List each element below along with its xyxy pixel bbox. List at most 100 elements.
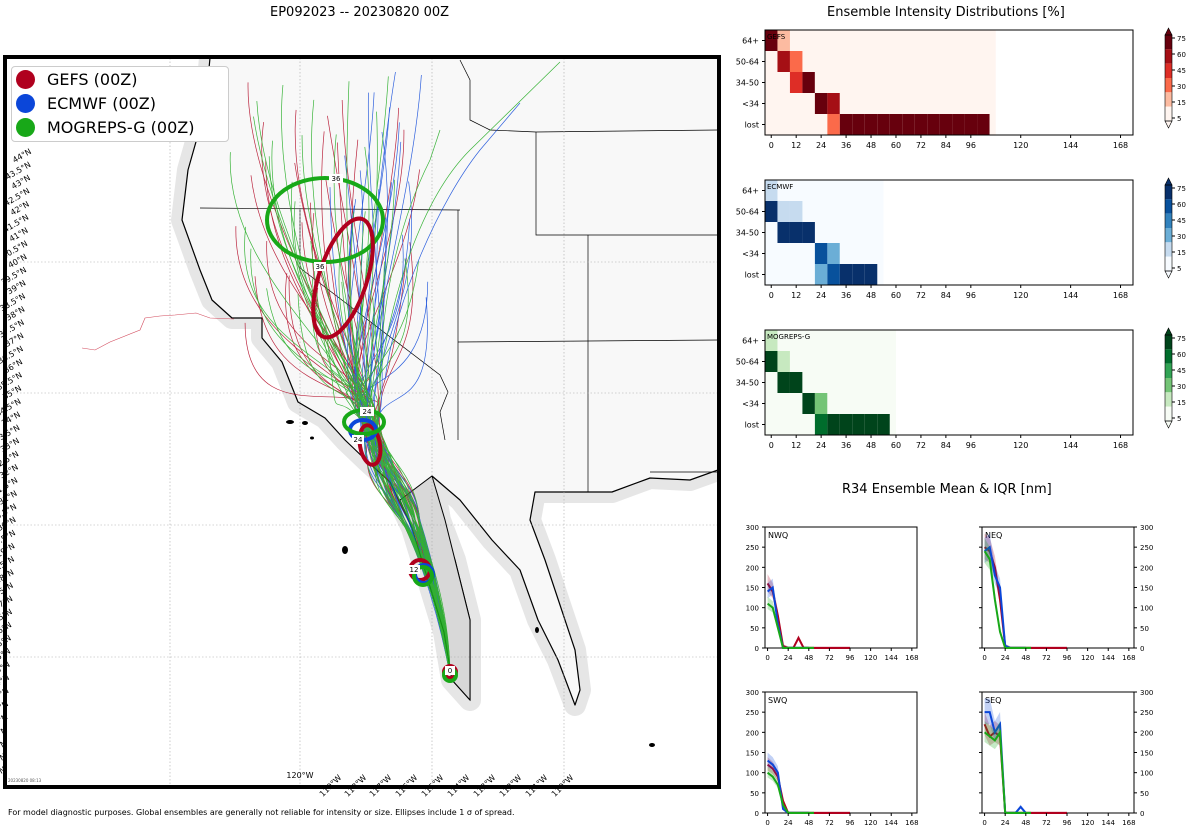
r34-panel-label: SEQ — [985, 696, 1001, 705]
colorbar-tick-label: 15 — [1177, 399, 1186, 407]
legend-gefs: GEFS (00Z) — [12, 70, 137, 89]
x-tick-label: 12 — [791, 441, 801, 450]
colorbar-tick-label: 30 — [1177, 383, 1186, 391]
mogreps-12h-ellipse — [412, 565, 434, 587]
heatmap-mogreps-g: MOGREPS-G 64+ 50-64 34-50 <34 lost 0 12 24 36 48 60… — [736, 327, 1186, 450]
legend-ecmwf: ECMWF (00Z) — [12, 94, 156, 113]
heatmap-cell — [814, 264, 828, 285]
colorbar-tick-label: 5 — [1177, 415, 1181, 423]
y-tick-label: 34-50 — [736, 229, 759, 238]
heatmap-cell — [777, 222, 790, 243]
r34-panel-label: NEQ — [985, 531, 1002, 540]
colorbar-segment — [1165, 335, 1172, 350]
heatmap-cell — [814, 393, 828, 414]
track-line — [268, 156, 451, 676]
colorbar-segment — [1165, 256, 1172, 271]
colorbar-tick-label: 60 — [1177, 201, 1186, 209]
r34-panel-neq: NEQ 0 24 48 72 96 120 144 168 0 50 100 150 200 250 300 — [979, 524, 1153, 662]
x-tick-label: 36 — [841, 291, 851, 300]
track-map: 36 36 24 24 12 0 44°N43.5°N43°N42.5°N42°… — [0, 55, 721, 799]
intensity-title: Ensemble Intensity Distributions [%] — [827, 5, 1065, 20]
heatmap-cell — [864, 264, 878, 285]
heatmap-cell — [852, 264, 865, 285]
label-36h-mogreps: 36 — [332, 175, 341, 183]
label-36h-gefs: 36 — [316, 263, 325, 271]
outlier-track — [81, 312, 235, 351]
x-tick-label: 48 — [804, 819, 813, 827]
heatmap-cell — [789, 351, 803, 372]
y-tick-label: 100 — [1140, 770, 1153, 778]
y-tick-label: 300 — [1140, 689, 1153, 697]
y-tick-label: 100 — [1140, 605, 1153, 613]
x-tick-label: 120 — [1081, 654, 1094, 662]
legend-gefs-label: GEFS (00Z) — [47, 70, 138, 89]
heatmap-cell — [839, 264, 853, 285]
r34-frame — [981, 526, 1135, 649]
track-line — [345, 321, 451, 676]
x-tick-label: 144 — [1102, 819, 1116, 827]
heatmap-cell — [789, 372, 803, 393]
colorbar-frame — [1164, 34, 1173, 122]
colorbar-segment — [1165, 378, 1172, 393]
x-tick-label: 96 — [1063, 654, 1072, 662]
colorbar-tick-label: 45 — [1177, 67, 1186, 75]
label-24h-b: 24 — [354, 436, 363, 444]
colorbar-tick-label: 45 — [1177, 367, 1186, 375]
x-tick-label: 120 — [1013, 441, 1028, 450]
x-tick-label: 96 — [966, 441, 976, 450]
x-tick-label: 48 — [1021, 819, 1030, 827]
x-tick-label: 168 — [905, 819, 918, 827]
state-borders — [199, 59, 718, 492]
x-tick-label: 0 — [769, 141, 774, 150]
label-0h: 0 — [448, 667, 452, 675]
x-tick-label: 48 — [804, 654, 813, 662]
heatmap-cell — [765, 201, 778, 222]
heatmap-cell — [765, 180, 778, 201]
y-tick-label: 50-64 — [736, 58, 759, 67]
x-tick-label: 24 — [816, 291, 826, 300]
colorbar-segment — [1165, 228, 1172, 243]
colorbar-segment — [1165, 213, 1172, 228]
heatmap-cell — [939, 114, 953, 135]
r34-panel-nwq: NWQ 0 24 48 72 96 120 144 168 0 50 100 150 200 250 300 — [746, 524, 919, 662]
colorbar-segment — [1165, 78, 1172, 93]
y-tick-label: 250 — [1140, 709, 1153, 717]
x-tick-label: 24 — [784, 819, 793, 827]
heatmap-gefs: GEFS 64+ 50-64 34-50 <34 lost 0 12 24 36 48 60 72 84 9… — [736, 27, 1186, 150]
timestamp-stamp: 20230820 08:13 — [8, 778, 42, 783]
heatmap-cell — [814, 72, 828, 93]
ellipse-labels: 36 36 24 24 12 0 — [314, 174, 455, 675]
heatmap-cell — [827, 414, 840, 435]
y-tick-label: lost — [745, 421, 759, 430]
heatmap-cell — [777, 372, 790, 393]
heatmap-label: MOGREPS-G — [767, 333, 810, 341]
heatmap-cell — [814, 93, 828, 114]
heatmap-cell — [802, 393, 815, 414]
y-tick-label: 200 — [1140, 729, 1153, 737]
y-tick-label: 250 — [1140, 544, 1153, 552]
heatmap-cell — [914, 114, 928, 135]
x-tick-label: 120 — [864, 819, 877, 827]
ecmwf-dot-icon — [16, 94, 35, 113]
heatmap-cell — [789, 51, 803, 72]
x-tick-label: 0 — [769, 291, 774, 300]
heatmap-cell — [902, 114, 915, 135]
r34-mean-line — [766, 602, 814, 649]
heatmap-cell — [877, 414, 890, 435]
intensity-panels: GEFS 64+ 50-64 34-50 <34 lost 0 12 24 36 48 60 72 84 9… — [736, 27, 1186, 450]
x-tick-label: 0 — [982, 654, 986, 662]
y-tick-label: 50 — [1140, 625, 1149, 633]
y-tick-label: 64+ — [742, 187, 759, 196]
gefs-24h-ellipse — [357, 423, 383, 467]
gefs-dot-icon — [16, 70, 35, 89]
heatmap-cell — [839, 243, 853, 264]
colorbar-tick-label: 75 — [1177, 335, 1186, 343]
x-tick-label: 120 — [1013, 141, 1028, 150]
heatmap-cell — [765, 330, 778, 351]
x-tick-label: 72 — [825, 819, 834, 827]
y-tick-label: <34 — [742, 100, 759, 109]
colorbar-segment — [1165, 199, 1172, 214]
x-tick-label: 12 — [791, 291, 801, 300]
heatmap-cell — [889, 114, 903, 135]
iqr-band — [767, 766, 814, 813]
